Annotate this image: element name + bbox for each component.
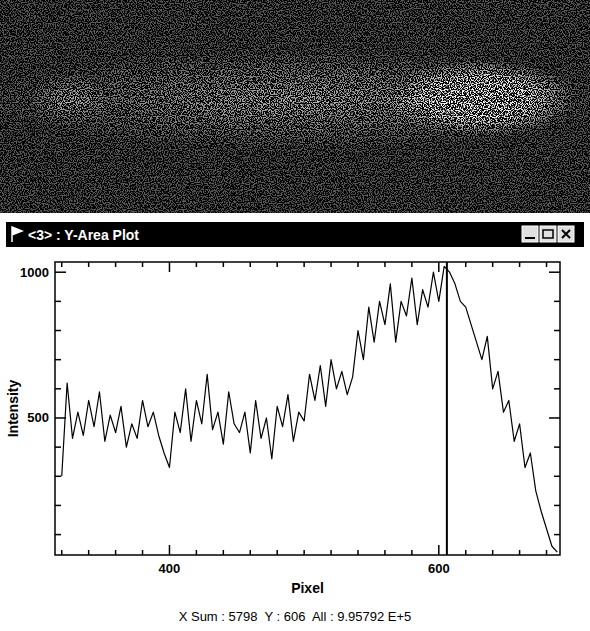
window-icon — [12, 227, 22, 242]
y-minor-tick — [554, 505, 560, 507]
image-blob — [385, 60, 575, 136]
figure: <3> : Y-Area Plot 400 600 500 1000 Pixel Inten… — [0, 0, 590, 631]
y-minor-tick — [55, 359, 61, 361]
x-tick — [169, 262, 171, 272]
y-minor-tick — [554, 359, 560, 361]
window-button[interactable] — [522, 226, 538, 242]
y-minor-tick — [55, 301, 61, 303]
y-minor-tick — [554, 534, 560, 536]
y-tick-label: 500 — [27, 410, 49, 425]
y-tick — [549, 417, 560, 419]
y-minor-tick — [554, 388, 560, 390]
x-axis-title: Pixel — [291, 580, 324, 596]
y-minor-tick — [55, 330, 61, 332]
x-tick — [438, 262, 440, 272]
x-tick — [169, 545, 171, 555]
minimize-icon — [525, 237, 535, 239]
plot-data — [62, 262, 558, 555]
y-minor-tick — [554, 330, 560, 332]
x-tick-label: 400 — [159, 561, 181, 576]
status-line: X Sum : 5798 Y : 606 All : 9.95792 E+5 — [179, 609, 412, 624]
window-title: <3> : Y-Area Plot — [28, 227, 139, 243]
cursor-line — [446, 262, 448, 555]
window-button[interactable] — [558, 226, 574, 242]
x-tick — [438, 545, 440, 555]
y-tick — [55, 417, 66, 419]
y-minor-tick — [55, 534, 61, 536]
y-minor-tick — [554, 446, 560, 448]
y-axis-title: Intensity — [5, 380, 21, 438]
title-bar — [6, 222, 584, 247]
y-tick-label: 1000 — [20, 265, 49, 280]
close-icon — [562, 230, 570, 238]
y-minor-tick — [554, 476, 560, 478]
image-band — [0, 50, 590, 150]
y-minor-tick — [55, 446, 61, 448]
image-blob — [30, 75, 110, 125]
y-minor-tick — [55, 505, 61, 507]
maximize-icon — [543, 230, 553, 238]
y-minor-tick — [55, 476, 61, 478]
image-content — [0, 0, 590, 213]
intensity-line — [62, 266, 558, 552]
y-tick — [55, 271, 66, 273]
y-minor-tick — [554, 301, 560, 303]
x-tick-label: 600 — [428, 561, 450, 576]
y-minor-tick — [55, 388, 61, 390]
y-tick — [549, 271, 560, 273]
ticks — [55, 262, 560, 555]
plot-frame — [55, 262, 560, 555]
window-button[interactable] — [540, 226, 556, 242]
